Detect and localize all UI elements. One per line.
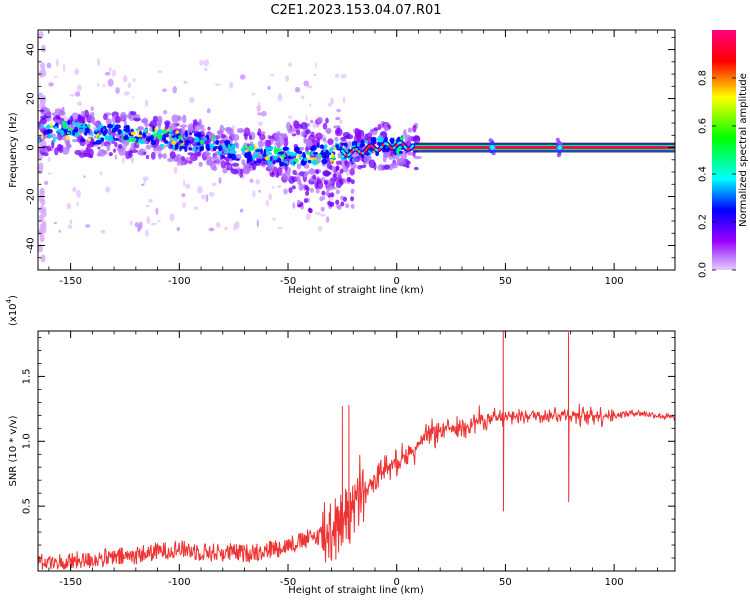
spectrogram-heatmap [38, 31, 675, 263]
snr-x-tick-label: 100 [605, 577, 624, 588]
spectrogram-y-tick-label: 0 [26, 144, 37, 150]
colorbar-tick-label: 0.4 [698, 166, 709, 182]
snr-y-ticks: 0.5 1.0 1.5 [22, 337, 675, 559]
colorbar-tick-label: 0.2 [698, 214, 709, 230]
snr-y-tick-label: 1.0 [22, 433, 33, 449]
spectrogram-frame [37, 29, 676, 271]
colorbar-tick-label: 0.0 [698, 262, 709, 278]
colorbar-label: Normalized spectral amplitude [738, 73, 749, 227]
colorbar-gradient [712, 30, 736, 270]
snr-series-line [38, 331, 675, 571]
snr-y-multiplier-prefix: (x10 [8, 303, 19, 326]
snr-y-multiplier-exponent: 4 [5, 298, 13, 303]
colorbar-tick-label: 0.6 [698, 118, 709, 134]
snr-panel: -150 -100 -50 0 50 100 0.5 1.0 1.5 Height of st… [5, 295, 676, 596]
spectrogram-x-tick-label: 100 [605, 276, 624, 287]
spectrogram-x-tick-label: -50 [280, 276, 296, 287]
figure-title: C2E1.2023.153.04.07.R01 [270, 3, 441, 18]
spectrogram-x-tick-label: 0 [394, 276, 400, 287]
spectrogram-y-tick-label: 20 [26, 92, 37, 105]
spectrogram-y-ticks: -40 -20 0 20 40 [26, 36, 675, 271]
snr-x-ticks: -150 -100 -50 0 50 100 [48, 331, 659, 588]
snr-x-tick-label: 0 [394, 577, 400, 588]
colorbar-ticks: 0.0 0.2 0.4 0.6 0.8 [698, 70, 736, 278]
spectrogram-y-axis-label: Frequency (Hz) [8, 112, 19, 188]
spectrogram-y-tick-label: -40 [26, 237, 37, 253]
snr-frame [37, 330, 676, 572]
snr-x-tick-label: -150 [59, 577, 82, 588]
spectrogram-x-axis-label: Height of straight line (km) [288, 285, 424, 296]
snr-y-multiplier-suffix: ) [8, 295, 19, 299]
colorbar-tick-label: 0.8 [698, 70, 709, 86]
spectrogram-y-tick-label: -20 [26, 188, 37, 204]
snr-x-axis-label: Height of straight line (km) [288, 585, 424, 596]
snr-y-tick-label: 1.5 [22, 368, 33, 384]
spectrogram-x-ticks: -150 -100 -50 0 50 100 [48, 30, 659, 287]
spectrogram-panel: -150 -100 -50 0 50 100 -40 -20 0 20 40 Height of … [8, 29, 676, 296]
snr-plot-area [38, 331, 675, 571]
snr-x-tick-label: 50 [499, 577, 512, 588]
colorbar: 0.0 0.2 0.4 0.6 0.8 Normalized spectral ampl… [698, 30, 749, 278]
snr-y-multiplier: (x104) [5, 295, 19, 326]
spectrogram-x-tick-label: 50 [499, 276, 512, 287]
snr-y-tick-label: 0.5 [22, 498, 33, 514]
snr-x-tick-label: -100 [168, 577, 191, 588]
snr-y-axis-label: SNR (10 * v/v) [8, 415, 19, 486]
spectrogram-x-tick-label: -100 [168, 276, 191, 287]
spectrogram-x-tick-label: -150 [59, 276, 82, 287]
snr-x-tick-label: -50 [280, 577, 296, 588]
spectrogram-y-tick-label: 40 [26, 43, 37, 56]
